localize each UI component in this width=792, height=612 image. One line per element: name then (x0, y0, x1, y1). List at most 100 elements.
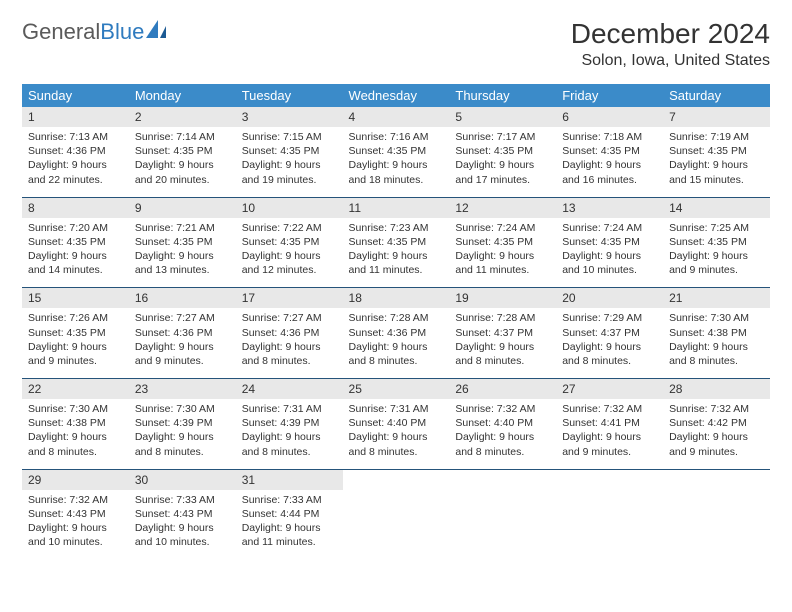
logo-word1: General (22, 19, 100, 44)
calendar-day-cell: 15Sunrise: 7:26 AMSunset: 4:35 PMDayligh… (22, 288, 129, 379)
weekday-header: Friday (556, 84, 663, 107)
day-number: 1 (22, 107, 129, 127)
calendar-day-cell: 18Sunrise: 7:28 AMSunset: 4:36 PMDayligh… (343, 288, 450, 379)
day-number: 23 (129, 379, 236, 399)
calendar-day-cell: 12Sunrise: 7:24 AMSunset: 4:35 PMDayligh… (449, 197, 556, 288)
day-info: Sunrise: 7:33 AMSunset: 4:43 PMDaylight:… (129, 490, 236, 560)
calendar-day-cell: 26Sunrise: 7:32 AMSunset: 4:40 PMDayligh… (449, 379, 556, 470)
day-number: 16 (129, 288, 236, 308)
day-number: 10 (236, 198, 343, 218)
calendar-day-cell: 2Sunrise: 7:14 AMSunset: 4:35 PMDaylight… (129, 107, 236, 197)
day-number: 27 (556, 379, 663, 399)
day-info: Sunrise: 7:31 AMSunset: 4:39 PMDaylight:… (236, 399, 343, 469)
day-number: 9 (129, 198, 236, 218)
day-number: 18 (343, 288, 450, 308)
calendar-week-row: 22Sunrise: 7:30 AMSunset: 4:38 PMDayligh… (22, 379, 770, 470)
weekday-header: Tuesday (236, 84, 343, 107)
day-number: 5 (449, 107, 556, 127)
day-info: Sunrise: 7:29 AMSunset: 4:37 PMDaylight:… (556, 308, 663, 378)
day-info: Sunrise: 7:22 AMSunset: 4:35 PMDaylight:… (236, 218, 343, 288)
logo: GeneralBlue (22, 18, 170, 45)
calendar-day-cell: 8Sunrise: 7:20 AMSunset: 4:35 PMDaylight… (22, 197, 129, 288)
calendar-day-cell: 6Sunrise: 7:18 AMSunset: 4:35 PMDaylight… (556, 107, 663, 197)
weekday-header: Monday (129, 84, 236, 107)
day-info: Sunrise: 7:32 AMSunset: 4:42 PMDaylight:… (663, 399, 770, 469)
calendar-day-cell: 10Sunrise: 7:22 AMSunset: 4:35 PMDayligh… (236, 197, 343, 288)
calendar-week-row: 8Sunrise: 7:20 AMSunset: 4:35 PMDaylight… (22, 197, 770, 288)
calendar-week-row: 1Sunrise: 7:13 AMSunset: 4:36 PMDaylight… (22, 107, 770, 197)
calendar-day-cell: .. (663, 469, 770, 559)
day-number: 8 (22, 198, 129, 218)
calendar-day-cell: 23Sunrise: 7:30 AMSunset: 4:39 PMDayligh… (129, 379, 236, 470)
day-number: 4 (343, 107, 450, 127)
month-title: December 2024 (571, 18, 770, 50)
day-info: Sunrise: 7:27 AMSunset: 4:36 PMDaylight:… (129, 308, 236, 378)
calendar-day-cell: 4Sunrise: 7:16 AMSunset: 4:35 PMDaylight… (343, 107, 450, 197)
weekday-header: Sunday (22, 84, 129, 107)
day-info: Sunrise: 7:16 AMSunset: 4:35 PMDaylight:… (343, 127, 450, 197)
day-number: 2 (129, 107, 236, 127)
day-number: 21 (663, 288, 770, 308)
day-info: Sunrise: 7:20 AMSunset: 4:35 PMDaylight:… (22, 218, 129, 288)
weekday-header: Wednesday (343, 84, 450, 107)
day-number: 20 (556, 288, 663, 308)
logo-sail-icon (144, 18, 170, 45)
calendar-day-cell: 9Sunrise: 7:21 AMSunset: 4:35 PMDaylight… (129, 197, 236, 288)
calendar-day-cell: 30Sunrise: 7:33 AMSunset: 4:43 PMDayligh… (129, 469, 236, 559)
calendar-day-cell: 13Sunrise: 7:24 AMSunset: 4:35 PMDayligh… (556, 197, 663, 288)
calendar-day-cell: 14Sunrise: 7:25 AMSunset: 4:35 PMDayligh… (663, 197, 770, 288)
day-info: Sunrise: 7:24 AMSunset: 4:35 PMDaylight:… (556, 218, 663, 288)
day-number: 24 (236, 379, 343, 399)
day-info: Sunrise: 7:32 AMSunset: 4:43 PMDaylight:… (22, 490, 129, 560)
calendar-day-cell: 20Sunrise: 7:29 AMSunset: 4:37 PMDayligh… (556, 288, 663, 379)
calendar-day-cell: 29Sunrise: 7:32 AMSunset: 4:43 PMDayligh… (22, 469, 129, 559)
calendar-day-cell: 7Sunrise: 7:19 AMSunset: 4:35 PMDaylight… (663, 107, 770, 197)
day-info: Sunrise: 7:28 AMSunset: 4:36 PMDaylight:… (343, 308, 450, 378)
location: Solon, Iowa, United States (571, 52, 770, 70)
day-info: Sunrise: 7:28 AMSunset: 4:37 PMDaylight:… (449, 308, 556, 378)
calendar-day-cell: 28Sunrise: 7:32 AMSunset: 4:42 PMDayligh… (663, 379, 770, 470)
day-info: Sunrise: 7:32 AMSunset: 4:40 PMDaylight:… (449, 399, 556, 469)
calendar-day-cell: 17Sunrise: 7:27 AMSunset: 4:36 PMDayligh… (236, 288, 343, 379)
calendar-day-cell: 21Sunrise: 7:30 AMSunset: 4:38 PMDayligh… (663, 288, 770, 379)
calendar-week-row: 15Sunrise: 7:26 AMSunset: 4:35 PMDayligh… (22, 288, 770, 379)
day-info: Sunrise: 7:30 AMSunset: 4:38 PMDaylight:… (22, 399, 129, 469)
calendar-day-cell: .. (449, 469, 556, 559)
day-info: Sunrise: 7:26 AMSunset: 4:35 PMDaylight:… (22, 308, 129, 378)
day-info: Sunrise: 7:23 AMSunset: 4:35 PMDaylight:… (343, 218, 450, 288)
logo-text: GeneralBlue (22, 19, 144, 45)
calendar-day-cell: 1Sunrise: 7:13 AMSunset: 4:36 PMDaylight… (22, 107, 129, 197)
day-number: 29 (22, 470, 129, 490)
day-info: Sunrise: 7:21 AMSunset: 4:35 PMDaylight:… (129, 218, 236, 288)
calendar-day-cell: .. (556, 469, 663, 559)
day-info: Sunrise: 7:30 AMSunset: 4:39 PMDaylight:… (129, 399, 236, 469)
day-number: 28 (663, 379, 770, 399)
day-number: 15 (22, 288, 129, 308)
header: GeneralBlue December 2024 Solon, Iowa, U… (22, 18, 770, 70)
title-block: December 2024 Solon, Iowa, United States (571, 18, 770, 70)
day-number: 30 (129, 470, 236, 490)
calendar-day-cell: 11Sunrise: 7:23 AMSunset: 4:35 PMDayligh… (343, 197, 450, 288)
day-info: Sunrise: 7:32 AMSunset: 4:41 PMDaylight:… (556, 399, 663, 469)
calendar-week-row: 29Sunrise: 7:32 AMSunset: 4:43 PMDayligh… (22, 469, 770, 559)
day-info: Sunrise: 7:25 AMSunset: 4:35 PMDaylight:… (663, 218, 770, 288)
day-number: 12 (449, 198, 556, 218)
calendar-day-cell: 27Sunrise: 7:32 AMSunset: 4:41 PMDayligh… (556, 379, 663, 470)
day-number: 26 (449, 379, 556, 399)
calendar-day-cell: .. (343, 469, 450, 559)
day-info: Sunrise: 7:30 AMSunset: 4:38 PMDaylight:… (663, 308, 770, 378)
weekday-header-row: SundayMondayTuesdayWednesdayThursdayFrid… (22, 84, 770, 107)
day-number: 31 (236, 470, 343, 490)
day-info: Sunrise: 7:14 AMSunset: 4:35 PMDaylight:… (129, 127, 236, 197)
calendar-day-cell: 3Sunrise: 7:15 AMSunset: 4:35 PMDaylight… (236, 107, 343, 197)
weekday-header: Thursday (449, 84, 556, 107)
day-number: 7 (663, 107, 770, 127)
day-number: 22 (22, 379, 129, 399)
calendar-day-cell: 24Sunrise: 7:31 AMSunset: 4:39 PMDayligh… (236, 379, 343, 470)
day-info: Sunrise: 7:15 AMSunset: 4:35 PMDaylight:… (236, 127, 343, 197)
logo-word2: Blue (100, 19, 144, 44)
day-number: 11 (343, 198, 450, 218)
day-info: Sunrise: 7:27 AMSunset: 4:36 PMDaylight:… (236, 308, 343, 378)
day-number: 13 (556, 198, 663, 218)
day-number: 25 (343, 379, 450, 399)
